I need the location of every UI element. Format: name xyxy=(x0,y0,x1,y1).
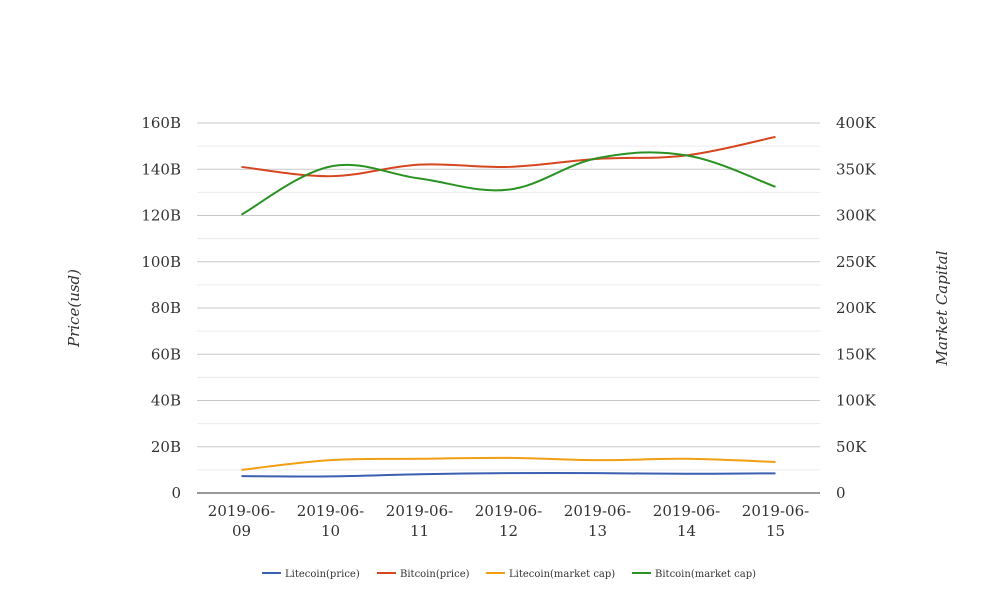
x-tick-label: 2019-06-11 xyxy=(386,502,453,540)
y-axis-title: Price(usd) xyxy=(65,269,83,348)
x-tick-label: 2019-06-09 xyxy=(208,502,275,540)
y2-tick-label: 200K xyxy=(836,299,877,317)
y-tick-label: 100B xyxy=(141,253,181,271)
y-tick-label: 120B xyxy=(141,207,181,225)
left-axis-ticks: 0 20B 40B 60B 80B 100B 120B 140B 160B xyxy=(141,114,181,502)
legend-label: Bitcoin(price) xyxy=(400,569,470,580)
y2-axis-title: Market Capital xyxy=(933,250,951,366)
right-axis-ticks: 0 50K 100K 150K 200K 250K 300K 350K 400K xyxy=(836,114,877,502)
y2-tick-label: 0 xyxy=(836,484,846,502)
y2-tick-label: 300K xyxy=(836,207,877,225)
y-tick-label: 0 xyxy=(171,484,181,502)
series-line-bitcoin-market-cap xyxy=(241,151,776,216)
legend-item-bitcoin-price: Bitcoin(price) xyxy=(377,569,470,580)
y2-tick-label: 350K xyxy=(836,160,877,178)
y2-tick-label: 250K xyxy=(836,253,877,271)
x-tick-label: 2019-06-13 xyxy=(564,502,631,540)
y2-tick-label: 400K xyxy=(836,114,877,132)
legend-item-litecoin-market-cap: Litecoin(market cap) xyxy=(486,569,615,580)
y2-tick-label: 100K xyxy=(836,392,877,410)
y-tick-label: 60B xyxy=(151,345,181,363)
x-axis-ticks: 2019-06-09 2019-06-10 2019-06-11 2019-06-12… xyxy=(208,502,809,540)
x-tick-label: 2019-06-10 xyxy=(297,502,364,540)
series-lines xyxy=(241,135,776,478)
x-tick-label: 2019-06-15 xyxy=(742,502,809,540)
x-tick-label: 2019-06-14 xyxy=(653,502,720,540)
legend-label: Litecoin(market cap) xyxy=(509,569,615,580)
y-tick-label: 40B xyxy=(151,392,181,410)
y-tick-label: 20B xyxy=(151,438,181,456)
legend-label: Litecoin(price) xyxy=(285,569,360,580)
y2-tick-label: 150K xyxy=(836,345,877,363)
x-tick-label: 2019-06-12 xyxy=(475,502,542,540)
legend: Litecoin(price) Bitcoin(price) Litecoin(ma… xyxy=(262,569,756,580)
y-tick-label: 140B xyxy=(141,160,181,178)
y-tick-label: 160B xyxy=(141,114,181,132)
legend-item-bitcoin-market-cap: Bitcoin(market cap) xyxy=(632,569,756,580)
series-line-litecoin-price xyxy=(241,471,776,478)
legend-item-litecoin-price: Litecoin(price) xyxy=(262,569,360,580)
legend-label: Bitcoin(market cap) xyxy=(655,569,756,580)
grid-lines xyxy=(197,122,820,471)
series-line-litecoin-market-cap xyxy=(241,456,776,471)
y2-tick-label: 50K xyxy=(836,438,867,456)
y-tick-label: 80B xyxy=(151,299,181,317)
